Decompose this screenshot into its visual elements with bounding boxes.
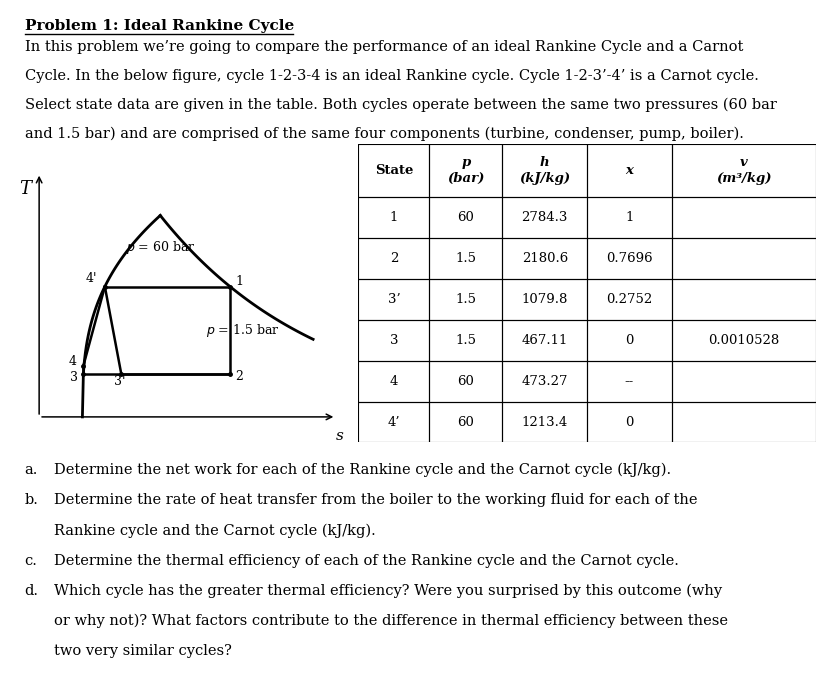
Text: 60: 60 [457,375,475,388]
Text: 3’: 3’ [387,293,400,306]
Text: c.: c. [25,554,38,567]
Text: 1: 1 [390,211,398,224]
Text: 467.11: 467.11 [522,334,568,347]
Text: 1079.8: 1079.8 [522,293,568,306]
Text: 1.5: 1.5 [456,293,476,306]
Text: Determine the rate of heat transfer from the boiler to the working fluid for eac: Determine the rate of heat transfer from… [54,493,697,507]
Text: Select state data are given in the table. Both cycles operate between the same t: Select state data are given in the table… [25,97,776,112]
Text: and 1.5 bar) and are comprised of the same four components (turbine, condenser, : and 1.5 bar) and are comprised of the sa… [25,126,743,141]
Text: 4: 4 [390,375,398,388]
Text: h
(kJ/kg): h (kJ/kg) [519,156,570,185]
Text: two very similar cycles?: two very similar cycles? [54,644,232,658]
Text: v
(m³/kg): v (m³/kg) [716,156,771,185]
Text: --: -- [625,375,634,388]
Text: $p$ = 1.5 bar: $p$ = 1.5 bar [206,322,280,339]
Text: Determine the net work for each of the Rankine cycle and the Carnot cycle (kJ/kg: Determine the net work for each of the R… [54,463,671,477]
Text: 1.5: 1.5 [456,252,476,265]
Text: Rankine cycle and the Carnot cycle (kJ/kg).: Rankine cycle and the Carnot cycle (kJ/k… [54,523,375,538]
Text: Determine the thermal efficiency of each of the Rankine cycle and the Carnot cyc: Determine the thermal efficiency of each… [54,554,678,567]
Text: 473.27: 473.27 [522,375,568,388]
Text: T: T [19,180,31,198]
Text: d.: d. [25,584,39,598]
Text: 4’: 4’ [387,416,400,429]
Text: p
(bar): p (bar) [447,156,485,185]
Text: Problem 1: Ideal Rankine Cycle: Problem 1: Ideal Rankine Cycle [25,19,294,33]
Text: 60: 60 [457,211,475,224]
Text: 1: 1 [625,211,634,224]
Text: 0.2752: 0.2752 [606,293,653,306]
Text: $p$ = 60 bar: $p$ = 60 bar [125,239,195,256]
Text: Which cycle has the greater thermal efficiency? Were you surprised by this outco: Which cycle has the greater thermal effi… [54,584,722,598]
Text: 3': 3' [115,375,125,388]
Text: 1: 1 [235,275,243,288]
Text: x: x [625,164,634,177]
Text: 0.7696: 0.7696 [606,252,653,265]
Text: 0: 0 [625,334,634,347]
Text: 2: 2 [235,370,243,383]
Text: 2: 2 [390,252,398,265]
Text: Cycle. In the below figure, cycle 1-2-3-4 is an ideal Rankine cycle. Cycle 1-2-3: Cycle. In the below figure, cycle 1-2-3-… [25,69,759,82]
Text: s: s [336,429,344,442]
Text: 0: 0 [625,416,634,429]
Text: 60: 60 [457,416,475,429]
Text: 1213.4: 1213.4 [522,416,568,429]
Text: 3: 3 [70,371,78,384]
Text: 0.0010528: 0.0010528 [708,334,780,347]
Text: In this problem we’re going to compare the performance of an ideal Rankine Cycle: In this problem we’re going to compare t… [25,40,743,54]
Text: b.: b. [25,493,39,507]
Text: 2180.6: 2180.6 [522,252,568,265]
Text: State: State [375,164,413,177]
Text: 2784.3: 2784.3 [522,211,568,224]
Text: or why not)? What factors contribute to the difference in thermal efficiency bet: or why not)? What factors contribute to … [54,614,728,628]
Text: 4: 4 [68,355,77,368]
Text: 3: 3 [390,334,398,347]
Text: 1.5: 1.5 [456,334,476,347]
Text: a.: a. [25,463,38,477]
Text: 4': 4' [86,272,97,285]
